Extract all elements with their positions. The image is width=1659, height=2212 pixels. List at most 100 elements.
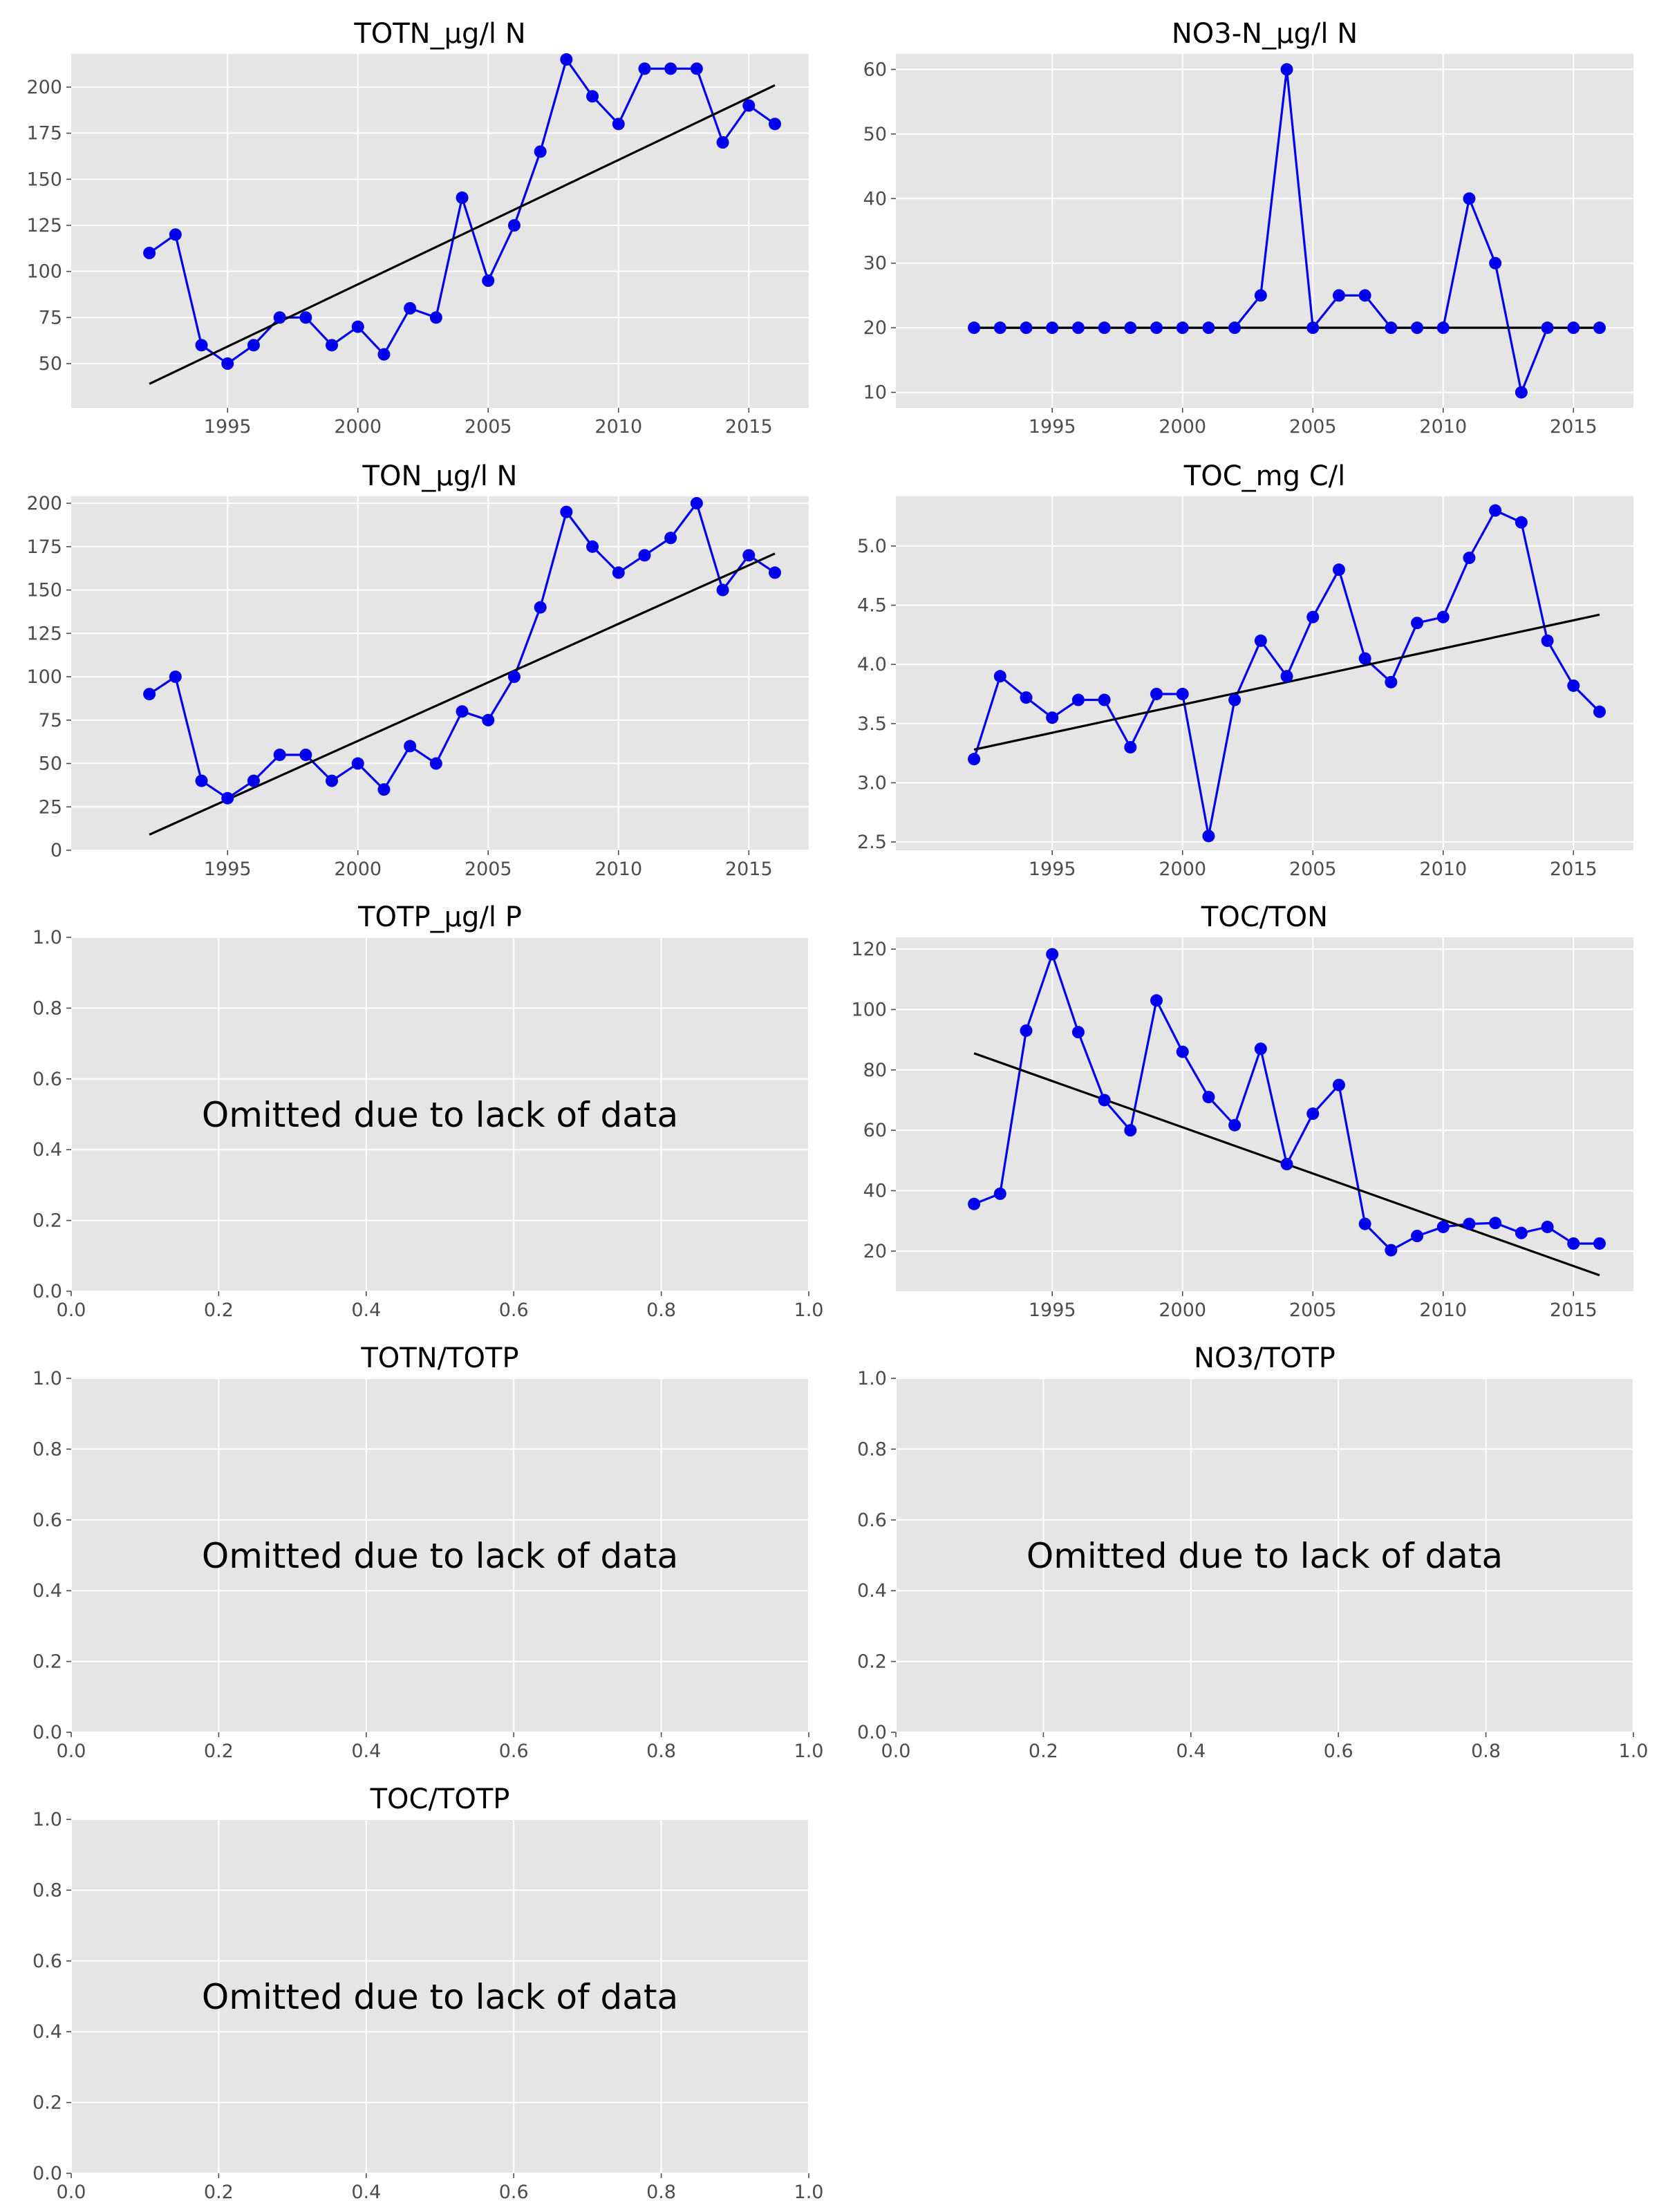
data-point (1567, 1237, 1580, 1250)
plot-area (71, 496, 809, 850)
y-tick-label: 1.0 (32, 1809, 62, 1830)
chart-panel-2: 1995 2000 2005 2010 2015 10 20 30 40 50 60 NO3-N_µg… (863, 18, 1633, 438)
chart-title: NO3/TOTP (1194, 1342, 1335, 1374)
data-point (1124, 741, 1137, 754)
y-tick-label: 0.4 (32, 1139, 62, 1161)
x-tick-label: 2005 (1289, 859, 1337, 880)
data-point (456, 705, 469, 718)
data-point (1411, 321, 1424, 335)
trend-line (149, 84, 776, 385)
y-tick-label: 0.6 (32, 1510, 62, 1531)
data-point (1385, 675, 1398, 688)
data-point (1071, 693, 1085, 706)
data-point (1202, 321, 1215, 335)
data-point (1436, 1220, 1450, 1233)
y-tick-label: 10 (863, 382, 887, 404)
x-tick-label: 1995 (204, 416, 252, 438)
y-tick-label: 40 (863, 188, 887, 209)
chart-title: TOTN/TOTP (360, 1342, 518, 1374)
y-tick-label: 60 (863, 59, 887, 80)
data-point (664, 62, 677, 75)
data-point (586, 540, 599, 553)
data-point (1463, 192, 1476, 205)
data-point (968, 321, 981, 335)
data-point (404, 302, 417, 315)
chart-title: NO3-N_µg/l N (1172, 18, 1358, 50)
data-point (507, 671, 521, 684)
data-point (612, 566, 625, 579)
x-tick-label: 0.4 (1176, 1741, 1206, 1762)
data-point (1046, 711, 1059, 724)
data-point (1515, 1226, 1528, 1239)
data-point (404, 740, 417, 753)
data-point (638, 549, 651, 562)
data-point (1098, 693, 1111, 706)
data-point (507, 219, 521, 232)
y-tick-label: 5.0 (857, 536, 887, 557)
data-point (1567, 679, 1580, 692)
data-point (1124, 1124, 1137, 1137)
y-tick-label: 0.0 (32, 1281, 62, 1302)
plot-area (71, 54, 809, 408)
y-tick-label: 3.5 (857, 713, 887, 735)
y-tick-label: 0.4 (32, 2021, 62, 2043)
y-tick-label: 25 (39, 796, 62, 818)
x-tick-label: 2015 (725, 416, 773, 438)
chart-panel-6: 1995 2000 2005 2010 2015 20 40 60 80 100 120 TOC/TO… (851, 901, 1633, 1321)
data-point (1150, 994, 1163, 1007)
y-tick-label: 150 (26, 169, 62, 190)
plot-area (896, 54, 1633, 408)
y-tick-label: 125 (26, 623, 62, 644)
y-tick-label: 20 (863, 317, 887, 339)
x-tick-label: 0.0 (57, 2182, 86, 2203)
chart-title: TOC/TON (1201, 901, 1328, 933)
data-point (968, 753, 981, 766)
y-tick-label: 20 (863, 1241, 887, 1262)
x-tick-label: 2010 (1419, 859, 1467, 880)
x-tick-label: 2010 (594, 416, 642, 438)
x-tick-label: 0.8 (646, 2182, 676, 2203)
y-tick-label: 75 (39, 710, 62, 731)
data-point (429, 757, 442, 770)
data-point (1150, 687, 1163, 700)
x-tick-label: 1.0 (794, 1741, 824, 1762)
data-point (1593, 1237, 1606, 1250)
y-tick-label: 60 (863, 1120, 887, 1141)
x-tick-label: 2005 (465, 416, 512, 438)
y-tick-label: 0.6 (32, 1951, 62, 1972)
y-tick-label: 200 (26, 77, 62, 98)
data-point (221, 357, 234, 370)
data-point (1306, 321, 1320, 335)
data-point (143, 688, 156, 701)
data-point (1515, 386, 1528, 399)
data-point (429, 311, 442, 324)
data-point (1358, 652, 1371, 665)
y-tick-label: 4.5 (857, 595, 887, 617)
x-tick-label: 0.6 (1324, 1741, 1353, 1762)
data-point (534, 601, 547, 614)
plot-area (71, 1819, 809, 2173)
data-point (1306, 610, 1320, 624)
x-tick-label: 2005 (465, 859, 512, 880)
y-tick-label: 1.0 (857, 1368, 887, 1389)
x-tick-label: 0.4 (351, 1300, 381, 1321)
plot-area (896, 937, 1633, 1291)
data-point (1098, 321, 1111, 335)
y-tick-label: 0.0 (32, 2163, 62, 2184)
y-tick-label: 0.6 (32, 1069, 62, 1090)
y-tick-label: 0.2 (32, 1210, 62, 1232)
x-tick-label: 2015 (1550, 416, 1597, 438)
data-point (1593, 705, 1606, 718)
data-point (299, 748, 312, 761)
y-tick-label: 2.5 (857, 832, 887, 853)
x-tick-label: 2000 (334, 859, 382, 880)
data-point (1228, 1118, 1241, 1132)
chart-panel-8: 0.0 0.2 0.4 0.6 0.8 1.0 0.0 0.2 0.4 0.6 0.8 1.0 NO3/… (857, 1342, 1648, 1762)
chart-panel-4: 1995 2000 2005 2010 2015 2.5 3.0 3.5 4.0 4.5 5.0 TO… (857, 460, 1633, 880)
x-tick-label: 0.2 (204, 1741, 234, 1762)
y-tick-label: 125 (26, 215, 62, 236)
x-tick-label: 0.4 (351, 2182, 381, 2203)
x-tick-label: 2015 (725, 859, 773, 880)
chart-panel-1: 1995 2000 2005 2010 2015 50 75 100 125 150 175 200 T… (26, 18, 809, 438)
data-point (1176, 687, 1189, 700)
